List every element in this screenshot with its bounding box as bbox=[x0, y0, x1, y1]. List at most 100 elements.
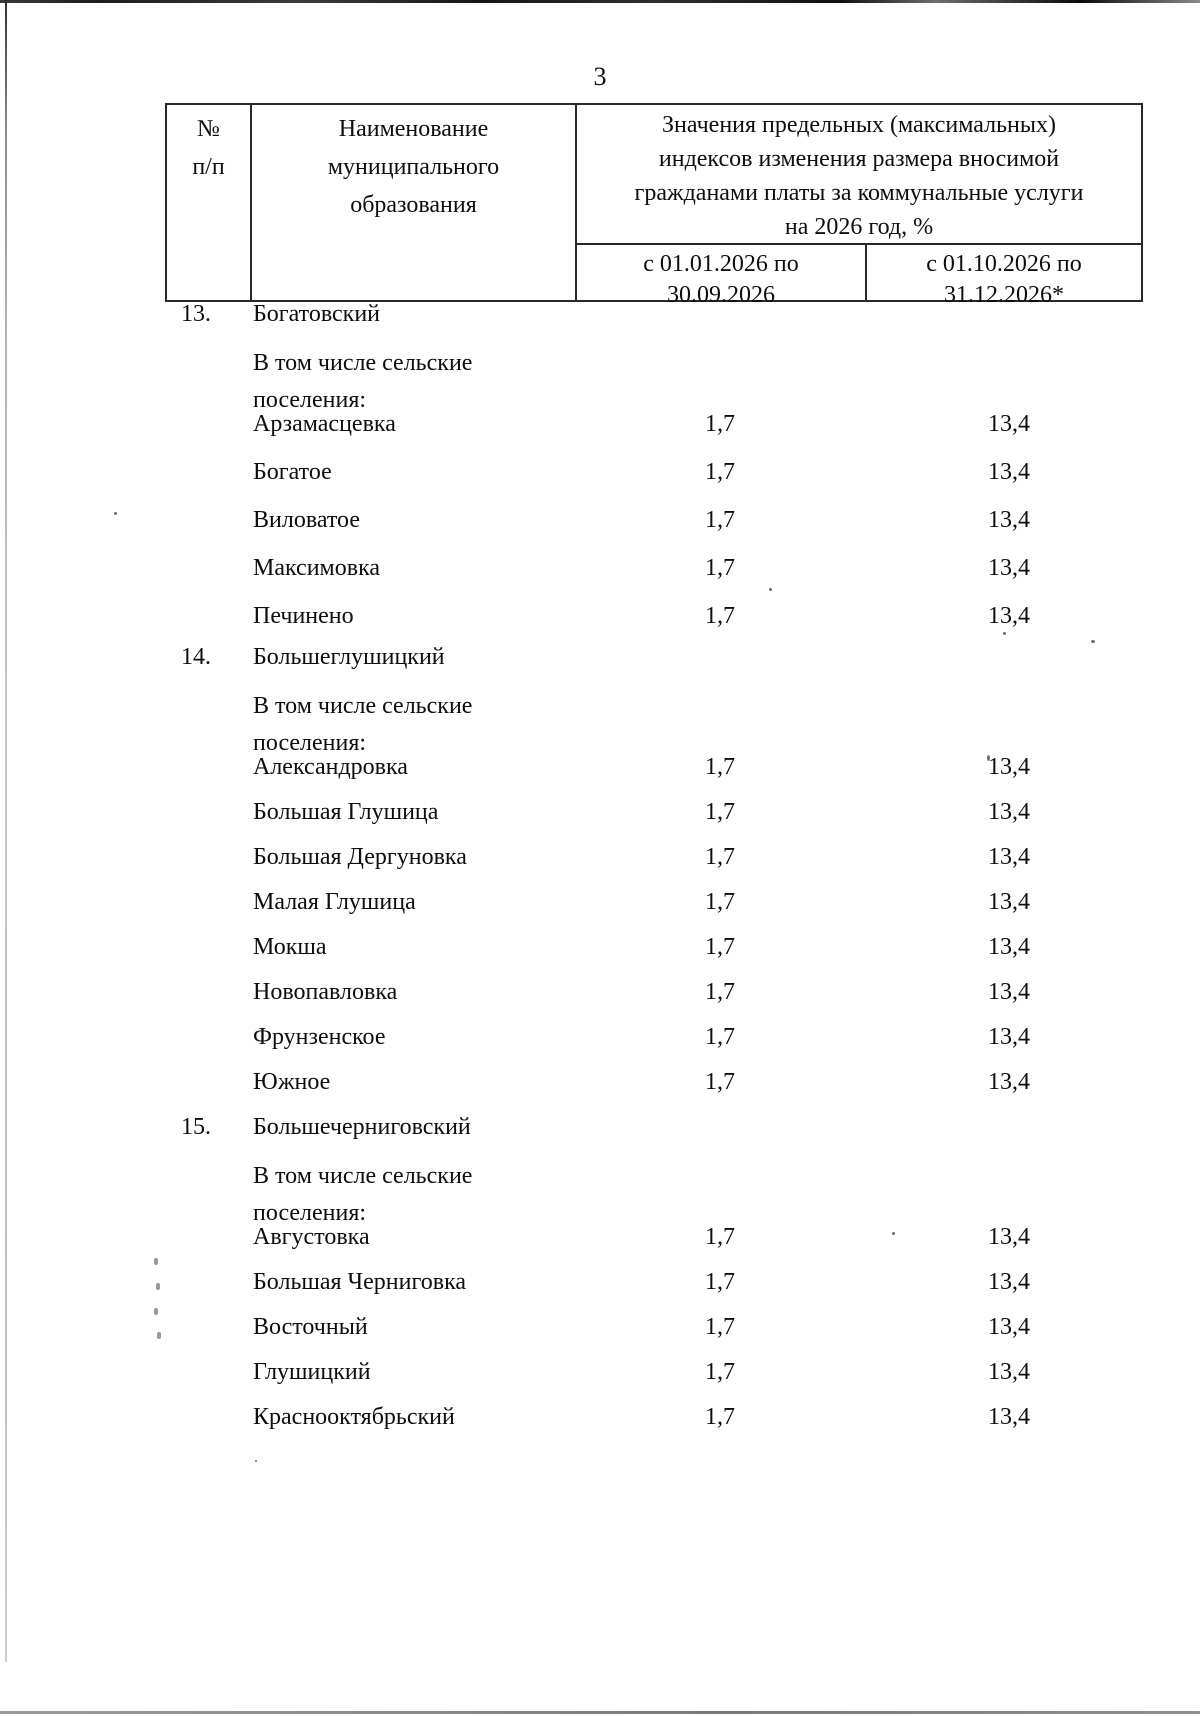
note-text: В том числе сельские поселения: bbox=[250, 1158, 575, 1232]
settlement-name: Богатое bbox=[253, 459, 332, 485]
table-header: № п/п Наименование муниципального образо… bbox=[165, 103, 1143, 308]
settlement-name: Александровка bbox=[253, 754, 408, 780]
index-value-period-1: 1,7 bbox=[705, 411, 735, 437]
index-value-period-2: 13,4 bbox=[988, 799, 1030, 825]
scan-bottom-edge-line bbox=[0, 1711, 1200, 1714]
column-header-line: 30.09.2026 bbox=[667, 282, 775, 308]
index-value-period-1: 1,7 bbox=[705, 459, 735, 485]
index-value-period-2: 13,4 bbox=[988, 1359, 1030, 1385]
note-line: В том числе сельские bbox=[253, 1163, 473, 1189]
scan-margin-mark bbox=[154, 1258, 158, 1265]
index-value-period-1: 1,7 bbox=[705, 1024, 735, 1050]
scan-speck bbox=[769, 588, 772, 591]
index-value-period-1: 1,7 bbox=[705, 1404, 735, 1430]
index-value-period-1: 1,7 bbox=[705, 1359, 735, 1385]
note-line: поселения: bbox=[253, 387, 367, 413]
table-row: Большая Дергуновка 1,7 13,4 bbox=[165, 843, 1139, 888]
settlement-name: Арзамасцевка bbox=[253, 411, 396, 437]
index-value-period-1: 1,7 bbox=[705, 1269, 735, 1295]
settlement-name: Новопавловка bbox=[253, 979, 398, 1005]
index-value-period-1: 1,7 bbox=[705, 754, 735, 780]
scan-speck bbox=[255, 1460, 257, 1462]
settlement-name: Виловатое bbox=[253, 507, 360, 533]
index-value-period-2: 13,4 bbox=[988, 555, 1030, 581]
column-header-row-number: № п/п bbox=[167, 105, 252, 300]
table-row: Виловатое 1,7 13,4 bbox=[165, 506, 1139, 554]
note-line: поселения: bbox=[253, 1200, 367, 1226]
scan-speck bbox=[1091, 640, 1095, 643]
table-row: Восточный 1,7 13,4 bbox=[165, 1313, 1139, 1358]
scan-left-edge-line bbox=[5, 0, 7, 1662]
index-value-period-2: 13,4 bbox=[988, 507, 1030, 533]
note-line: В том числе сельские bbox=[253, 350, 473, 376]
column-header-line: образования bbox=[350, 192, 477, 218]
index-value-period-1: 1,7 bbox=[705, 507, 735, 533]
scan-speck bbox=[892, 1232, 895, 1235]
table-row: Новопавловка 1,7 13,4 bbox=[165, 978, 1139, 1023]
settlement-name: Мокша bbox=[253, 934, 327, 960]
district-row: 14. Большеглушицкий bbox=[165, 643, 1139, 688]
scan-speck bbox=[987, 755, 990, 761]
index-value-period-2: 13,4 bbox=[988, 411, 1030, 437]
index-value-period-1: 1,7 bbox=[705, 934, 735, 960]
column-header-line: гражданами платы за коммунальные услуги bbox=[634, 180, 1084, 206]
note-text: В том числе сельские поселения: bbox=[250, 345, 575, 419]
settlement-name: Печинено bbox=[253, 603, 354, 629]
note-line: поселения: bbox=[253, 730, 367, 756]
index-value-period-1: 1,7 bbox=[705, 889, 735, 915]
settlement-name: Большая Дергуновка bbox=[253, 844, 467, 870]
page-number: 3 bbox=[593, 62, 607, 91]
index-value-period-2: 13,4 bbox=[988, 844, 1030, 870]
scan-top-edge-line bbox=[0, 0, 1200, 3]
index-value-period-1: 1,7 bbox=[705, 844, 735, 870]
settlement-name: Августовка bbox=[253, 1224, 370, 1250]
table-row: Арзамасцевка 1,7 13,4 bbox=[165, 410, 1139, 458]
column-header-municipality: Наименование муниципального образования bbox=[252, 105, 577, 300]
district-number: 14. bbox=[181, 644, 211, 670]
settlement-name: Фрунзенское bbox=[253, 1024, 386, 1050]
table-row: Глушицкий 1,7 13,4 bbox=[165, 1358, 1139, 1403]
district-name: Богатовский bbox=[253, 301, 381, 327]
index-value-period-2: 13,4 bbox=[988, 1024, 1030, 1050]
district-row: 13. Богатовский bbox=[165, 300, 1139, 345]
note-row: В том числе сельские поселения: bbox=[165, 345, 1139, 413]
column-header-line: п/п bbox=[192, 154, 225, 180]
column-header-line: с 01.10.2026 по bbox=[926, 251, 1082, 277]
section-bogatovsky: 13. Богатовский В том числе сельские пос… bbox=[165, 300, 1139, 650]
table-row: Фрунзенское 1,7 13,4 bbox=[165, 1023, 1139, 1068]
scan-margin-mark bbox=[154, 1308, 158, 1315]
column-header-line: муниципального bbox=[327, 154, 500, 180]
column-header-line: № bbox=[197, 116, 220, 142]
district-name: Большечерниговский bbox=[253, 1114, 471, 1140]
index-value-period-2: 13,4 bbox=[988, 754, 1030, 780]
note-text: В том числе сельские поселения: bbox=[250, 688, 575, 762]
note-row: В том числе сельские поселения: bbox=[165, 688, 1139, 756]
table-row: Богатое 1,7 13,4 bbox=[165, 458, 1139, 506]
index-value-period-1: 1,7 bbox=[705, 1069, 735, 1095]
column-header-line: 31.12.2026* bbox=[944, 282, 1064, 308]
index-value-period-2: 13,4 bbox=[988, 979, 1030, 1005]
index-value-period-2: 13,4 bbox=[988, 1269, 1030, 1295]
table-row: Максимовка 1,7 13,4 bbox=[165, 554, 1139, 602]
note-line: В том числе сельские bbox=[253, 693, 473, 719]
column-header-index-values: Значения предельных (максимальных) индек… bbox=[577, 105, 1141, 245]
settlement-name: Краснооктябрьский bbox=[253, 1404, 455, 1430]
table-row: Александровка 1,7 13,4 bbox=[165, 753, 1139, 798]
index-value-period-1: 1,7 bbox=[705, 603, 735, 629]
settlement-name: Большая Черниговка bbox=[253, 1269, 467, 1295]
index-value-period-1: 1,7 bbox=[705, 1224, 735, 1250]
index-value-period-2: 13,4 bbox=[988, 934, 1030, 960]
column-header-line: индексов изменения размера вносимой bbox=[658, 146, 1060, 172]
settlement-name: Южное bbox=[253, 1069, 331, 1095]
index-value-period-2: 13,4 bbox=[988, 1314, 1030, 1340]
settlement-name: Максимовка bbox=[253, 555, 381, 581]
column-header-period-1: с 01.01.2026 по 30.09.2026 bbox=[577, 245, 867, 308]
table-row: Южное 1,7 13,4 bbox=[165, 1068, 1139, 1113]
index-value-period-1: 1,7 bbox=[705, 979, 735, 1005]
note-row: В том числе сельские поселения: bbox=[165, 1158, 1139, 1226]
index-value-period-2: 13,4 bbox=[988, 1069, 1030, 1095]
table-row: Краснооктябрьский 1,7 13,4 bbox=[165, 1403, 1139, 1448]
index-value-period-2: 13,4 bbox=[988, 603, 1030, 629]
index-value-period-2: 13,4 bbox=[988, 1404, 1030, 1430]
